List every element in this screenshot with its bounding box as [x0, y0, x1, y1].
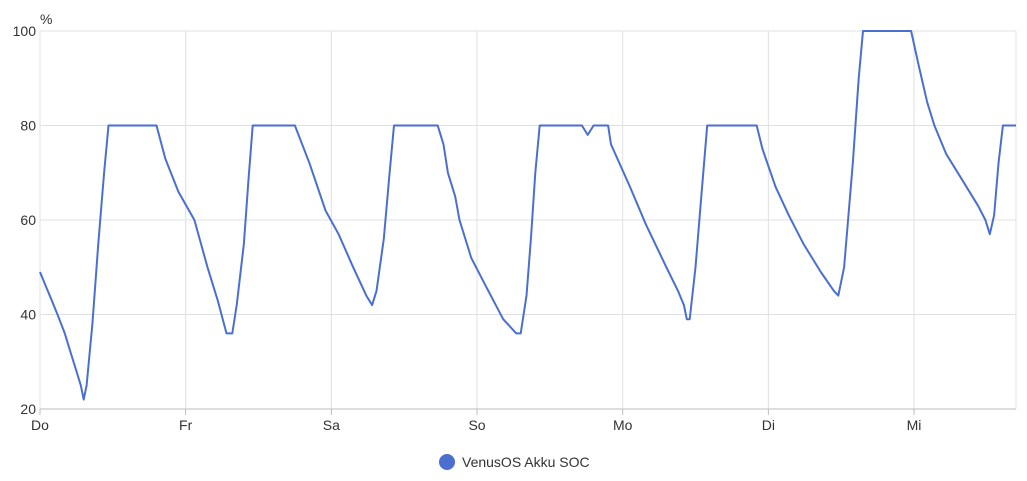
y-axis-unit-label: %: [40, 11, 52, 27]
y-tick-label: 100: [13, 23, 37, 39]
legend-label[interactable]: VenusOS Akku SOC: [462, 454, 590, 470]
x-tick-label: Sa: [323, 417, 340, 433]
y-tick-label: 20: [20, 401, 36, 417]
y-tick-label: 60: [20, 212, 36, 228]
axes: [39, 408, 1016, 415]
series-lines: [39, 30, 1016, 401]
x-tick-label: Do: [31, 417, 49, 433]
series-line[interactable]: [39, 30, 1016, 401]
legend[interactable]: VenusOS Akku SOC: [439, 454, 590, 470]
legend-marker[interactable]: [439, 454, 455, 470]
x-tick-label: Mo: [613, 417, 633, 433]
y-axis-labels: 20 40 60 80 100: [13, 23, 37, 417]
x-tick-label: So: [468, 417, 485, 433]
x-axis-labels: Do Fr Sa So Mo Di Mi: [31, 417, 921, 433]
grid: [39, 30, 1017, 410]
y-tick-label: 40: [20, 307, 36, 323]
x-tick-label: Mi: [907, 417, 922, 433]
y-tick-label: 80: [20, 118, 36, 134]
x-tick-label: Di: [762, 417, 775, 433]
x-tick-label: Fr: [179, 417, 193, 433]
